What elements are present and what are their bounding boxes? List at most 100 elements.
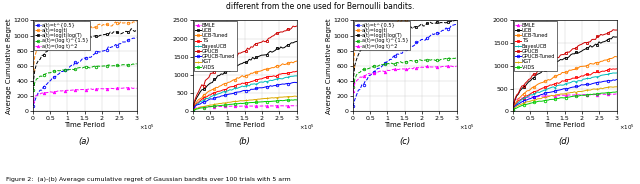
a(t)=log(t) — [56, 34, 63, 36]
a(t)=(log t)^2 — [383, 69, 390, 71]
Text: $\times10^5$: $\times10^5$ — [299, 123, 314, 132]
a(t)=log(t) — [379, 26, 387, 28]
GPUCB — [254, 42, 262, 44]
a(t)=log(t)log(T) — [65, 42, 72, 44]
UCB-Tuned — [545, 79, 552, 81]
UCB-Tuned — [611, 55, 619, 58]
BayesUCB — [536, 91, 543, 94]
TS — [574, 77, 582, 79]
Text: $\times10^5$: $\times10^5$ — [459, 123, 474, 132]
a(t)=t^{0.5} — [59, 70, 67, 73]
a(t)=(log t)^{1.5} — [47, 72, 54, 74]
GPUCB — [207, 72, 214, 75]
a(t)=t^{0.5} — [379, 64, 387, 66]
Text: $\times10^5$: $\times10^5$ — [139, 123, 154, 132]
UCB-Tuned — [292, 60, 300, 62]
KGT — [189, 109, 197, 111]
a(t)=log(t)log(T) — [414, 26, 422, 28]
UCB — [225, 70, 232, 72]
a(t)=log(t) — [132, 20, 140, 22]
GPUCB-Tuned — [207, 98, 214, 100]
a(t)=log(t)log(T) — [132, 29, 140, 31]
UCB-Tuned — [539, 81, 547, 84]
GPUCB — [225, 61, 232, 63]
GPUCB-Tuned — [536, 94, 543, 97]
BayesUCB — [216, 92, 223, 95]
GPUCB — [223, 62, 230, 64]
GPUCB — [216, 67, 223, 69]
TS — [223, 88, 230, 90]
a(t)=log(t) — [367, 29, 374, 31]
Line: a(t)=t^{0.5}: a(t)=t^{0.5} — [352, 23, 458, 108]
BMLE — [254, 105, 262, 107]
a(t)=(log t)^{1.5} — [414, 59, 422, 62]
a(t)=log(t) — [376, 25, 383, 27]
TS — [605, 68, 613, 70]
BayesUCB — [545, 88, 552, 90]
BayesUCB — [612, 72, 620, 74]
a(t)=t^{0.5} — [376, 67, 383, 69]
V-IDS — [292, 99, 300, 101]
UCB — [545, 65, 552, 68]
KGT — [612, 86, 620, 88]
KGT — [539, 96, 547, 98]
TS — [219, 89, 227, 91]
UCB — [189, 106, 197, 108]
V-IDS — [545, 99, 552, 101]
UCB-Tuned — [543, 80, 550, 82]
a(t)=log(t) — [63, 32, 70, 34]
BayesUCB — [225, 90, 232, 92]
a(t)=(log t)^2 — [124, 87, 132, 89]
BayesUCB — [543, 89, 550, 91]
BMLE — [207, 106, 214, 108]
V-IDS — [612, 91, 620, 93]
TS — [545, 85, 552, 87]
GPUCB-Tuned — [223, 94, 230, 96]
TS — [225, 87, 232, 89]
a(t)=log(t)log(T) — [367, 40, 374, 42]
X-axis label: Time Period: Time Period — [544, 122, 585, 128]
BMLE — [285, 105, 293, 107]
Text: (c): (c) — [399, 137, 410, 146]
Line: a(t)=(log t)^{1.5}: a(t)=(log t)^{1.5} — [352, 56, 458, 89]
KGT — [223, 102, 230, 104]
UCB — [254, 56, 262, 58]
Y-axis label: Average Cumulative Regret: Average Cumulative Regret — [326, 18, 332, 114]
GPUCB-Tuned — [216, 96, 223, 98]
a(t)=log(t)log(T) — [29, 83, 37, 85]
a(t)=(log t)^{1.5} — [63, 68, 70, 71]
a(t)=t^{0.5} — [63, 69, 70, 71]
BayesUCB — [509, 108, 517, 110]
a(t)=t^{0.5} — [94, 50, 102, 53]
a(t)=log(t) — [452, 13, 460, 16]
UCB — [219, 73, 227, 75]
UCB-Tuned — [223, 82, 230, 85]
a(t)=(log t)^2 — [379, 70, 387, 72]
KGT — [543, 96, 550, 98]
Line: UCB-Tuned: UCB-Tuned — [512, 55, 618, 109]
a(t)=(log t)^2 — [59, 90, 67, 92]
a(t)=(log t)^2 — [385, 69, 392, 72]
V-IDS — [539, 100, 547, 102]
BMLE — [223, 105, 230, 107]
a(t)=log(t) — [383, 22, 390, 24]
GPUCB-Tuned — [292, 82, 300, 84]
BayesUCB — [539, 90, 547, 92]
Line: a(t)=t^{0.5}: a(t)=t^{0.5} — [32, 36, 138, 107]
a(t)=(log t)^{1.5} — [65, 69, 72, 71]
a(t)=(log t)^{1.5} — [56, 70, 63, 72]
GPUCB-Tuned — [612, 78, 620, 81]
UCB — [223, 71, 230, 73]
Text: $\times10^5$: $\times10^5$ — [619, 123, 634, 132]
BMLE — [545, 95, 552, 97]
GPUCB — [545, 61, 552, 63]
a(t)=(log t)^2 — [414, 66, 422, 69]
BMLE — [539, 95, 547, 97]
Line: a(t)=(log t)^2: a(t)=(log t)^2 — [32, 86, 138, 102]
V-IDS — [509, 109, 517, 111]
Text: (a): (a) — [79, 137, 90, 146]
Legend: a(t)=t^{0.5}, a(t)=log(t), a(t)=log(t)log(T), a(t)=(log t)^{1.5}, a(t)=(log t)^2: a(t)=t^{0.5}, a(t)=log(t), a(t)=log(t)lo… — [34, 21, 90, 50]
a(t)=(log t)^{1.5} — [59, 69, 67, 71]
X-axis label: Time Period: Time Period — [64, 122, 105, 128]
V-IDS — [527, 102, 534, 104]
